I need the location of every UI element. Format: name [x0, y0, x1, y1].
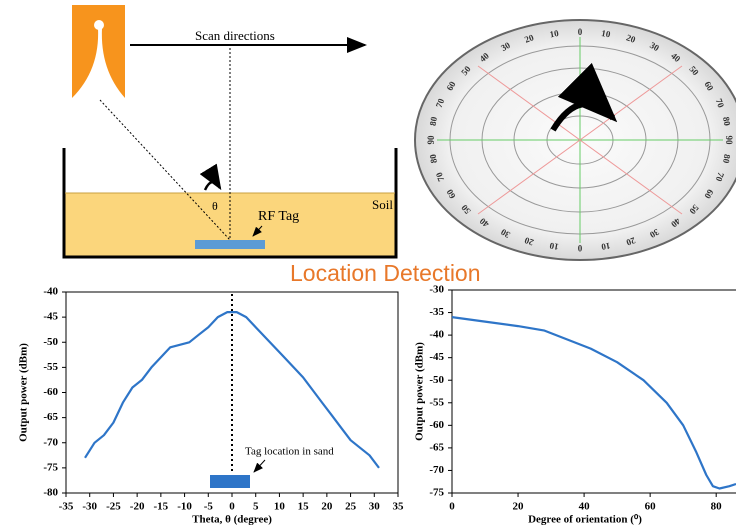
- y-tick-label: -30: [429, 284, 444, 296]
- tag-marker: [210, 475, 250, 488]
- x-tick-label: 60: [645, 501, 657, 513]
- tag-label: RF Tag: [258, 209, 299, 224]
- x-tick-label: 20: [321, 501, 333, 513]
- x-tick-label: 35: [393, 501, 405, 513]
- y-tick-label: -55: [43, 361, 58, 373]
- annotation-arrow: [254, 460, 265, 472]
- x-tick-label: -35: [59, 501, 74, 513]
- heading: Location Detection: [290, 260, 481, 286]
- y-tick-label: -75: [429, 487, 444, 499]
- rf-tag: [195, 240, 265, 249]
- angle-arrow: [205, 182, 220, 190]
- y-tick-label: -45: [429, 351, 444, 363]
- x-tick-label: 20: [513, 501, 525, 513]
- y-tick-label: -65: [429, 441, 444, 453]
- y-tick-label: -50: [429, 374, 444, 386]
- y-tick-label: -60: [429, 419, 444, 431]
- y-tick-label: -70: [43, 436, 58, 448]
- theta-label: θ: [212, 199, 218, 213]
- y-tick-label: -35: [429, 306, 444, 318]
- x-tick-label: 30: [369, 501, 381, 513]
- data-line: [452, 317, 736, 488]
- soil-label: Soil: [372, 197, 393, 212]
- antenna: [72, 5, 125, 98]
- x-axis-label: Degree of orientation (⁰): [528, 514, 642, 526]
- x-tick-label: -15: [154, 501, 169, 513]
- plot-frame: [66, 292, 398, 493]
- protractor-label: 90: [426, 135, 436, 145]
- y-tick-label: -70: [429, 464, 444, 476]
- x-tick-label: 40: [579, 501, 591, 513]
- protractor-label: 0: [578, 27, 583, 37]
- x-tick-label: 0: [449, 501, 455, 513]
- x-tick-label: 15: [298, 501, 310, 513]
- y-tick-label: -75: [43, 461, 58, 473]
- plot-frame: [452, 290, 736, 493]
- annotation: Tag location in sand: [245, 446, 334, 458]
- y-tick-label: -60: [43, 386, 58, 398]
- x-tick-label: 25: [345, 501, 357, 513]
- y-tick-label: -45: [43, 311, 58, 323]
- y-axis-label: Output power (dBm): [414, 342, 426, 441]
- y-tick-label: -40: [43, 286, 58, 298]
- protractor-label: 0: [577, 243, 582, 253]
- x-tick-label: -25: [106, 501, 121, 513]
- antenna-hole: [94, 20, 104, 30]
- y-tick-label: -40: [429, 329, 444, 341]
- protractor-rings: [437, 37, 723, 243]
- figure: Scan directions θ RF Tag Soil Location D…: [0, 0, 736, 529]
- x-tick-label: 0: [229, 501, 235, 513]
- x-tick-label: -5: [204, 501, 214, 513]
- scan-label: Scan directions: [195, 28, 275, 43]
- y-tick-label: -55: [429, 396, 444, 408]
- x-tick-label: 80: [711, 501, 723, 513]
- x-tick-label: 5: [253, 501, 259, 513]
- x-tick-label: -10: [177, 501, 192, 513]
- x-axis-label: Theta, θ (degree): [192, 514, 272, 526]
- x-tick-label: 10: [274, 501, 286, 513]
- y-tick-label: -65: [43, 411, 58, 423]
- x-tick-label: -30: [82, 501, 97, 513]
- y-tick-label: -80: [43, 487, 58, 499]
- y-tick-label: -50: [43, 336, 58, 348]
- protractor-label: 90: [724, 136, 734, 146]
- x-tick-label: -20: [130, 501, 145, 513]
- y-axis-label: Output power (dBm): [18, 343, 30, 442]
